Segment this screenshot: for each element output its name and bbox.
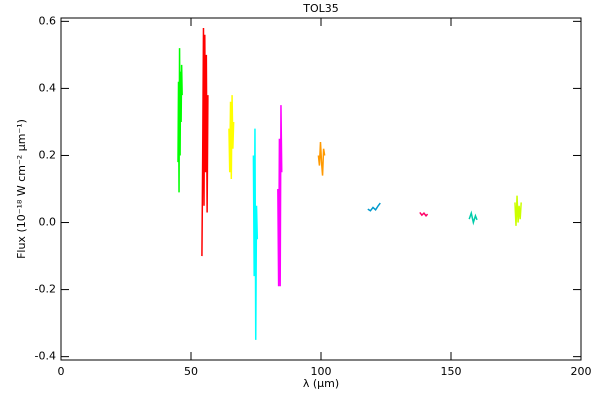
chart-title: TOL35 bbox=[302, 2, 339, 15]
plot-frame bbox=[60, 17, 582, 361]
x-tick-label: 100 bbox=[311, 365, 332, 378]
y-tick-label: -0.2 bbox=[35, 283, 56, 296]
y-tick-label: 0.0 bbox=[39, 216, 57, 229]
x-tick-label: 150 bbox=[441, 365, 462, 378]
y-tick-label: 0.2 bbox=[39, 148, 57, 161]
x-axis-label: λ (μm) bbox=[303, 377, 339, 390]
spectrum-line bbox=[317, 142, 326, 176]
spectrum-line bbox=[514, 195, 522, 226]
y-tick-label: -0.4 bbox=[35, 350, 56, 363]
y-axis-label: Flux (10⁻¹⁸ W cm⁻² μm⁻¹) bbox=[15, 119, 28, 259]
spectrum-line bbox=[201, 28, 209, 257]
spectrum-line bbox=[367, 202, 381, 212]
spectrum-line bbox=[228, 95, 235, 179]
x-tick-label: 0 bbox=[58, 365, 65, 378]
x-tick-label: 200 bbox=[571, 365, 592, 378]
y-tick-label: 0.6 bbox=[39, 14, 57, 27]
spectrum-line bbox=[468, 210, 478, 226]
spectrum-line bbox=[277, 105, 283, 287]
x-tick-label: 50 bbox=[184, 365, 198, 378]
spectrum-line bbox=[252, 128, 259, 340]
y-tick-label: 0.4 bbox=[39, 81, 57, 94]
spectrum-line bbox=[177, 48, 183, 193]
spectrum-line bbox=[419, 212, 429, 217]
